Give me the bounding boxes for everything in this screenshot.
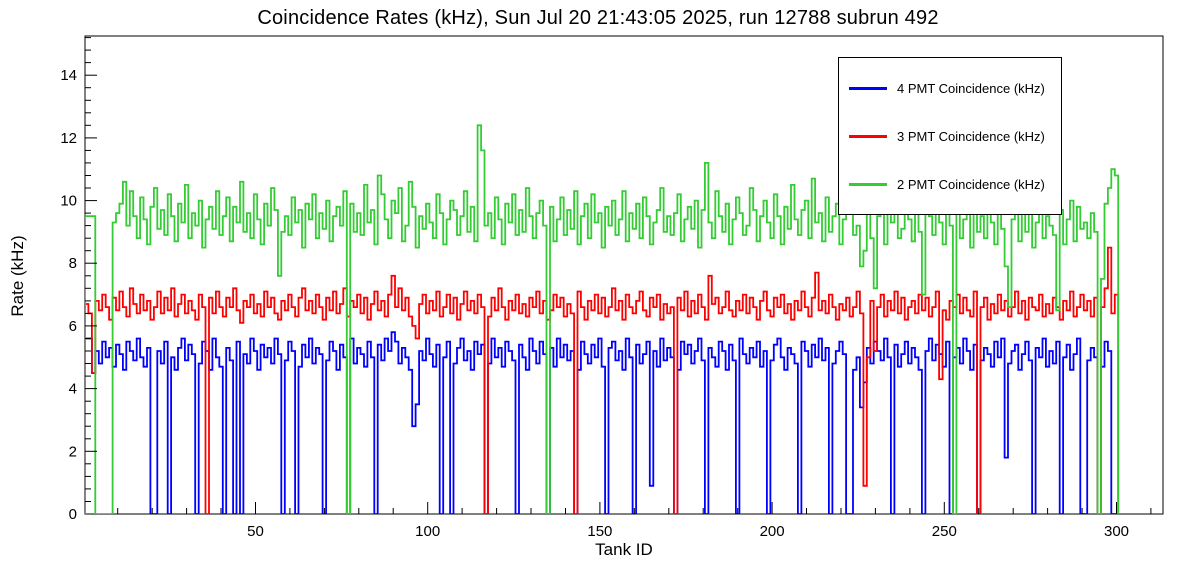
y-tick-label: 12 [60,130,77,147]
x-tick-label: 200 [760,523,785,540]
legend-entry-2pmt: 2 PMT Coincidence (kHz) [839,177,1061,192]
legend: 4 PMT Coincidence (kHz) 3 PMT Coincidenc… [838,57,1062,215]
y-tick-label: 2 [69,443,77,460]
legend-label-2pmt: 2 PMT Coincidence (kHz) [897,176,1045,192]
x-tick-label: 150 [587,523,612,540]
legend-entry-4pmt: 4 PMT Coincidence (kHz) [839,81,1061,96]
y-axis-label: Rate (kHz) [8,235,27,317]
chart-title: Coincidence Rates (kHz), Sun Jul 20 21:4… [257,7,939,29]
y-tick-label: 0 [69,506,77,523]
legend-label-4pmt: 4 PMT Coincidence (kHz) [897,80,1045,96]
y-tick-label: 6 [69,318,77,335]
x-tick-label: 300 [1104,523,1129,540]
series-3pmt-line [85,246,1120,514]
x-tick-label: 250 [932,523,957,540]
x-axis-label: Tank ID [595,540,653,559]
y-tick-label: 10 [60,193,77,210]
legend-entry-3pmt: 3 PMT Coincidence (kHz) [839,129,1061,144]
x-tick-label: 100 [415,523,440,540]
legend-line-2pmt-icon [849,182,887,186]
y-tick-label: 14 [60,67,77,84]
legend-line-3pmt-icon [849,134,887,138]
y-tick-label: 8 [69,255,77,272]
legend-line-4pmt-icon [849,86,887,90]
x-tick-label: 50 [247,523,264,540]
y-tick-label: 4 [69,381,77,398]
legend-label-3pmt: 3 PMT Coincidence (kHz) [897,128,1045,144]
series-4pmt-line [85,331,1119,514]
